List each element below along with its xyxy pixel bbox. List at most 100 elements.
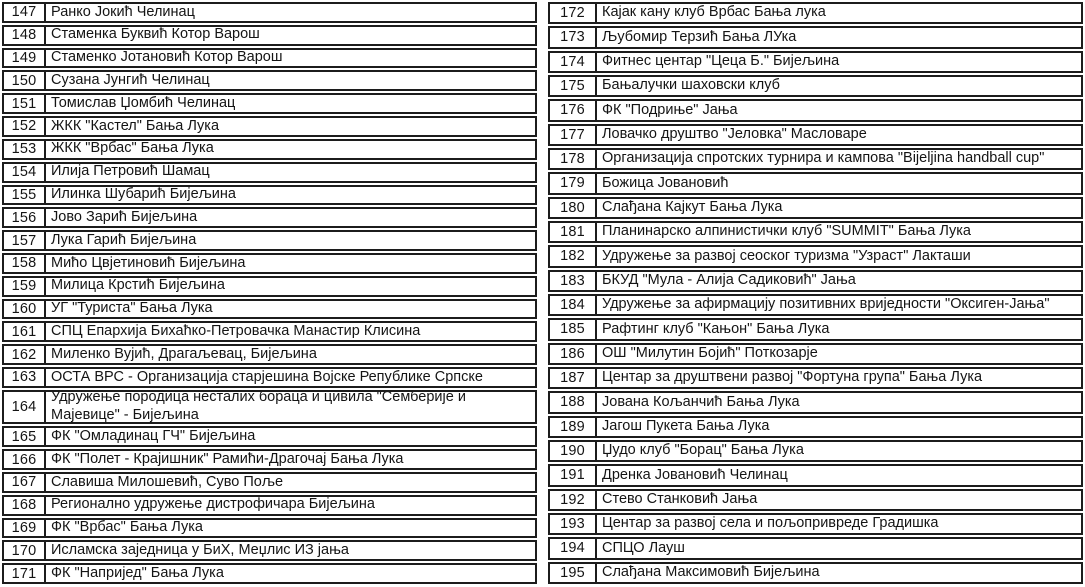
row-number: 147 — [4, 4, 46, 21]
table-row: 151 Томислав Џомбић Челинац — [2, 93, 537, 115]
table-row: 194 СПЦО Лауш — [548, 537, 1083, 560]
row-number: 177 — [550, 125, 597, 144]
row-number: 191 — [550, 466, 597, 485]
table-row: 188 Јована Кољанчић Бања Лука — [548, 391, 1083, 414]
table-row: 149 Стаменко Јотановић Котор Варош — [2, 47, 537, 69]
row-entry-name: Стаменко Јотановић Котор Варош — [51, 49, 283, 66]
table-row: 162 Миленко Вујић, Драгаљевац, Бијељина — [2, 344, 537, 365]
table-row: 175 Бањалучки шаховски клуб — [548, 74, 1083, 98]
row-number: 192 — [550, 490, 597, 509]
row-number: 169 — [4, 519, 46, 537]
row-entry-name: Бањалучки шаховски клуб — [602, 77, 780, 94]
row-number: 184 — [550, 295, 597, 315]
row-entry-name: ЖКК "Врбас" Бања Лука — [51, 140, 214, 157]
table-row: 148 Стаменка Буквић Котор Варош — [2, 24, 537, 46]
row-entry-name: Слађана Максимовић Бијељина — [602, 563, 820, 580]
row-number: 190 — [550, 441, 597, 461]
table-row: 170 Исламска заједница у БиХ, Меџлис ИЗ ј… — [2, 540, 537, 562]
table-row: 184 Удружење за афирмацију позитивних ври… — [548, 293, 1083, 317]
row-number: 153 — [4, 140, 46, 158]
row-number: 150 — [4, 72, 46, 90]
row-entry-name: ОШ "Милутин Бојић" Поткозарје — [602, 344, 818, 361]
table-row: 171 ФК "Напријед" Бања Лука — [2, 563, 537, 585]
table-row: 189 Јагош Пукета Бања Лука — [548, 415, 1083, 438]
row-number: 181 — [550, 222, 597, 242]
table-row: 147 Ранко Јокић Челинац — [2, 2, 537, 23]
row-number: 154 — [4, 163, 46, 181]
row-entry-name: Фитнес центар "Цеца Б." Бијељина — [602, 52, 840, 69]
table-row: 164 Удружење породица несталих бораца и ц… — [2, 389, 537, 425]
registry-table-left: 147 Ранко Јокић Челинац 148 Стаменка Буквић… — [2, 2, 537, 585]
row-number: 171 — [4, 565, 46, 583]
row-entry-name: Божица Јовановић — [602, 174, 729, 191]
row-entry-name: Организација спротских турнира и кампова… — [602, 150, 1045, 167]
row-entry-name: Милица Крстић Бијељина — [51, 277, 225, 294]
row-entry-name: Ловачко друштво "Јеловка" Масловаре — [602, 125, 867, 142]
row-number: 172 — [550, 4, 597, 23]
row-entry-name: Јово Зарић Бијељина — [51, 209, 198, 225]
row-number: 188 — [550, 393, 597, 412]
row-entry-name: ФК "Напријед" Бања Лука — [51, 565, 224, 581]
table-row: 182 Удружење за развој сеоског туризма "У… — [548, 245, 1083, 268]
row-number: 148 — [4, 26, 46, 44]
row-entry-name: СПЦ Епархија Бихаћко-Петровачка Манастир… — [51, 323, 421, 339]
row-entry-name: УГ "Туриста" Бања Лука — [51, 300, 213, 317]
row-number: 183 — [550, 271, 597, 290]
row-entry-name: Кајак кану клуб Врбас Бања лука — [602, 4, 826, 21]
row-entry-name: Стево Станковић Јања — [602, 490, 758, 507]
row-entry-name: Џудо клуб "Борац" Бања Лука — [602, 442, 804, 459]
registry-table-right: 172 Кајак кану клуб Врбас Бања лука 173 Љуб… — [548, 2, 1083, 584]
row-number: 185 — [550, 320, 597, 339]
row-number: 193 — [550, 514, 597, 534]
row-entry-name: Слађана Кајкут Бања Лука — [602, 198, 783, 215]
table-row: 165 ФК "Омладинац ГЧ" Бијељина — [2, 426, 537, 448]
row-entry-name: Удружење за афирмацију позитивних вријед… — [602, 296, 1050, 313]
row-number: 189 — [550, 417, 597, 436]
row-number: 175 — [550, 77, 597, 96]
table-row: 168 Регионално удружење дистрофичара Бије… — [2, 494, 537, 516]
row-entry-name: ОСТА ВРС - Организација старјешина Војск… — [51, 369, 483, 385]
row-number: 182 — [550, 247, 597, 266]
row-number: 156 — [4, 209, 46, 227]
table-row: 173 Љубомир Терзић Бања ЛУка — [548, 26, 1083, 49]
table-row: 172 Кајак кану клуб Врбас Бања лука — [548, 2, 1083, 25]
row-number: 158 — [4, 254, 46, 272]
row-entry-name: Исламска заједница у БиХ, Меџлис ИЗ јања — [51, 542, 349, 559]
row-entry-name: Ранко Јокић Челинац — [51, 4, 195, 20]
row-entry-name: Регионално удружење дистрофичара Бијељин… — [51, 496, 375, 513]
table-row: 176 ФК "Подриње" Јања — [548, 99, 1083, 122]
row-entry-name: Лука Гарић Бијељина — [51, 232, 197, 248]
row-number: 163 — [4, 369, 46, 386]
row-number: 173 — [550, 28, 597, 47]
table-row: 181 Планинарско алпинистички клуб "SUMMIT… — [548, 220, 1083, 244]
row-entry-name: Мићо Цвјетиновић Бијељина — [51, 254, 246, 271]
row-number: 159 — [4, 277, 46, 295]
row-number: 161 — [4, 323, 46, 341]
table-row: 161 СПЦ Епархија Бихаћко-Петровачка Манас… — [2, 321, 537, 343]
row-entry-name: Рафтинг клуб "Кањон" Бања Лука — [602, 320, 830, 337]
table-row: 185 Рафтинг клуб "Кањон" Бања Лука — [548, 318, 1083, 341]
row-entry-name: Миленко Вујић, Драгаљевац, Бијељина — [51, 346, 317, 362]
row-entry-name: СПЦО Лауш — [602, 539, 685, 556]
table-row: 191 Дренка Јовановић Челинац — [548, 464, 1083, 487]
table-row: 180 Слађана Кајкут Бања Лука — [548, 196, 1083, 219]
row-entry-name: Удружење за развој сеоског туризма "Узра… — [602, 247, 971, 264]
row-number: 165 — [4, 428, 46, 446]
table-row: 160 УГ "Туриста" Бања Лука — [2, 298, 537, 320]
row-number: 176 — [550, 101, 597, 120]
row-number: 149 — [4, 49, 46, 67]
table-row: 166 ФК "Полет - Крајишник" Рамићи-Драгоча… — [2, 449, 537, 471]
row-entry-name: Стаменка Буквић Котор Варош — [51, 26, 260, 43]
row-entry-name: Удружење породица несталих бораца и циви… — [51, 391, 466, 423]
row-entry-name: Томислав Џомбић Челинац — [51, 95, 236, 111]
row-entry-name: БКУД "Мула - Алија Садиковић" Јања — [602, 271, 856, 288]
row-number: 155 — [4, 186, 46, 204]
table-row: 158 Мићо Цвјетиновић Бијељина — [2, 252, 537, 274]
row-number: 162 — [4, 346, 46, 363]
row-entry-name: Центар за развој села и пољопривреде Гра… — [602, 515, 939, 532]
row-entry-name: Планинарско алпинистички клуб "SUMMIT" Б… — [602, 223, 971, 240]
row-entry-name: Јована Кољанчић Бања Лука — [602, 393, 800, 410]
row-number: 194 — [550, 539, 597, 558]
row-entry-name: Сузана Јунгић Челинац — [51, 72, 210, 88]
